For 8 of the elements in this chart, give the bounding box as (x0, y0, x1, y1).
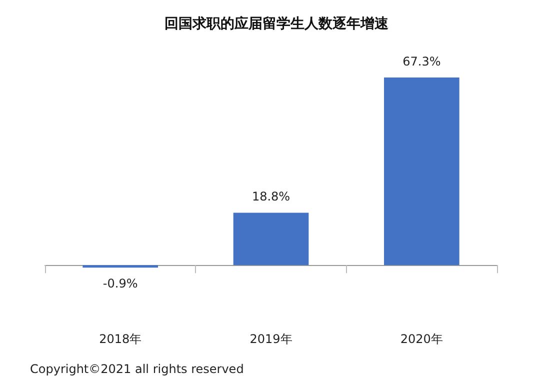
data-label: 67.3% (402, 54, 441, 69)
chart-title: 回国求职的应届留学生人数逐年增速 (164, 15, 390, 32)
x-tick-label: 2019年 (250, 332, 292, 346)
data-label: -0.9% (102, 276, 138, 291)
data-label: 18.8% (252, 190, 290, 204)
text: Copyright©2021 all rights reserved (30, 362, 244, 376)
x-tick-label: 2020年 (400, 332, 443, 346)
x-tick-label: 2018年 (99, 332, 142, 346)
